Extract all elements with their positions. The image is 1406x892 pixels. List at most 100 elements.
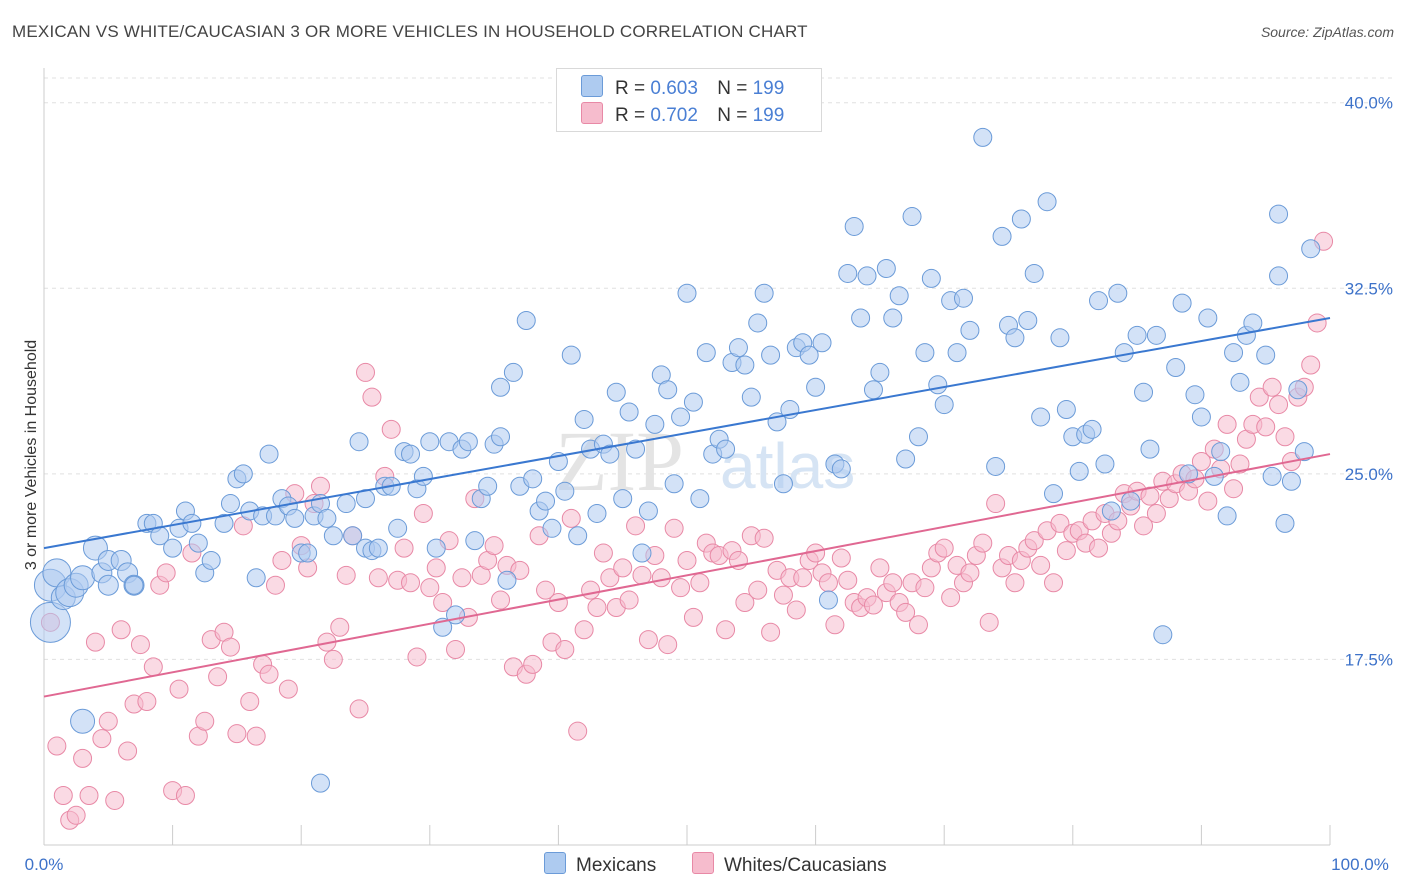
point-whites bbox=[626, 516, 646, 536]
point-mexicans bbox=[336, 494, 356, 514]
y-tick-label: 32.5% bbox=[1345, 279, 1393, 298]
point-whites bbox=[79, 786, 99, 806]
point-whites bbox=[735, 593, 755, 613]
point-whites bbox=[651, 568, 671, 588]
point-whites bbox=[66, 805, 86, 825]
point-whites bbox=[92, 729, 112, 749]
point-mexicans bbox=[908, 427, 928, 447]
point-whites bbox=[394, 538, 414, 558]
point-whites bbox=[754, 528, 774, 548]
point-mexicans bbox=[458, 432, 478, 452]
point-mexicans bbox=[921, 268, 941, 288]
point-mexicans bbox=[97, 574, 119, 596]
point-whites bbox=[973, 533, 993, 553]
point-mexicans bbox=[1050, 328, 1070, 348]
point-mexicans bbox=[812, 333, 832, 353]
point-whites bbox=[587, 597, 607, 617]
tick-labels: 17.5% 25.0% 32.5% 40.0% 0.0% 100.0% bbox=[25, 94, 1393, 874]
point-mexicans bbox=[876, 259, 896, 279]
point-mexicans bbox=[368, 538, 388, 558]
point-mexicans bbox=[70, 708, 96, 734]
point-mexicans bbox=[465, 531, 485, 551]
point-mexicans bbox=[1211, 442, 1231, 462]
x-tick-label-max: 100.0% bbox=[1331, 855, 1389, 874]
point-mexicans bbox=[728, 338, 748, 358]
point-whites bbox=[934, 538, 954, 558]
point-mexicans bbox=[246, 568, 266, 588]
point-whites bbox=[259, 664, 279, 684]
series-whites-points bbox=[40, 231, 1334, 830]
point-mexicans bbox=[420, 432, 440, 452]
point-whites bbox=[831, 548, 851, 568]
legend-item-whites[interactable]: Whites/Caucasians bbox=[692, 852, 887, 877]
point-mexicans bbox=[838, 263, 858, 283]
point-mexicans bbox=[658, 380, 678, 400]
point-mexicans bbox=[928, 375, 948, 395]
point-mexicans bbox=[1037, 192, 1057, 212]
point-mexicans bbox=[310, 773, 330, 793]
point-mexicans bbox=[323, 526, 343, 546]
point-whites bbox=[658, 635, 678, 655]
point-mexicans bbox=[902, 207, 922, 227]
point-mexicans bbox=[1281, 471, 1301, 491]
trend-lines bbox=[43, 317, 1331, 698]
point-whites bbox=[1024, 531, 1044, 551]
point-mexicans bbox=[555, 481, 575, 501]
point-mexicans bbox=[542, 518, 562, 538]
point-whites bbox=[98, 711, 118, 731]
point-mexicans bbox=[953, 288, 973, 308]
point-mexicans bbox=[1146, 325, 1166, 345]
point-whites bbox=[433, 593, 453, 613]
legend-n-value: 199 bbox=[752, 78, 785, 99]
point-mexicans bbox=[600, 444, 620, 464]
point-mexicans bbox=[124, 575, 144, 595]
legend-row-mexicans: R = 0.603 N = 199 bbox=[581, 75, 784, 99]
point-mexicans bbox=[29, 601, 71, 643]
point-whites bbox=[53, 786, 73, 806]
point-mexicans bbox=[1191, 407, 1211, 427]
point-mexicans bbox=[1127, 325, 1147, 345]
point-whites bbox=[278, 679, 298, 699]
point-whites bbox=[491, 590, 511, 610]
legend-r-value: 0.603 bbox=[650, 78, 698, 99]
point-whites bbox=[85, 632, 105, 652]
point-mexicans bbox=[568, 526, 588, 546]
point-whites bbox=[1089, 538, 1109, 558]
point-mexicans bbox=[523, 469, 543, 489]
point-whites bbox=[73, 748, 93, 768]
point-whites bbox=[690, 573, 710, 593]
point-mexicans bbox=[1121, 491, 1141, 511]
legend-item-mexicans[interactable]: Mexicans bbox=[544, 852, 656, 877]
point-mexicans bbox=[1095, 454, 1115, 474]
point-whites bbox=[118, 741, 138, 761]
point-whites bbox=[1198, 491, 1218, 511]
point-whites bbox=[356, 362, 375, 382]
point-whites bbox=[310, 476, 330, 496]
point-whites bbox=[401, 573, 421, 593]
point-mexicans bbox=[233, 464, 253, 484]
axes bbox=[43, 68, 1331, 846]
point-mexicans bbox=[1275, 513, 1295, 533]
trend-line-mexicans bbox=[43, 317, 1331, 550]
point-mexicans bbox=[947, 343, 967, 363]
point-mexicans bbox=[896, 449, 916, 469]
point-whites bbox=[683, 607, 703, 627]
point-mexicans bbox=[773, 474, 793, 494]
point-whites bbox=[555, 640, 575, 660]
point-whites bbox=[574, 620, 594, 640]
grid-lines bbox=[44, 77, 1394, 660]
point-whites bbox=[1044, 573, 1064, 593]
point-whites bbox=[47, 736, 67, 756]
point-whites bbox=[941, 588, 961, 608]
point-whites bbox=[1269, 395, 1289, 415]
point-whites bbox=[368, 568, 388, 588]
point-mexicans bbox=[1140, 439, 1160, 459]
point-mexicans bbox=[317, 508, 337, 528]
point-mexicans bbox=[1294, 442, 1314, 462]
point-mexicans bbox=[606, 382, 626, 402]
point-mexicans bbox=[1044, 484, 1064, 504]
legend-label-whites: Whites/Caucasians bbox=[724, 855, 887, 876]
point-whites bbox=[169, 679, 189, 699]
point-mexicans bbox=[1134, 382, 1154, 402]
point-mexicans bbox=[748, 313, 768, 333]
